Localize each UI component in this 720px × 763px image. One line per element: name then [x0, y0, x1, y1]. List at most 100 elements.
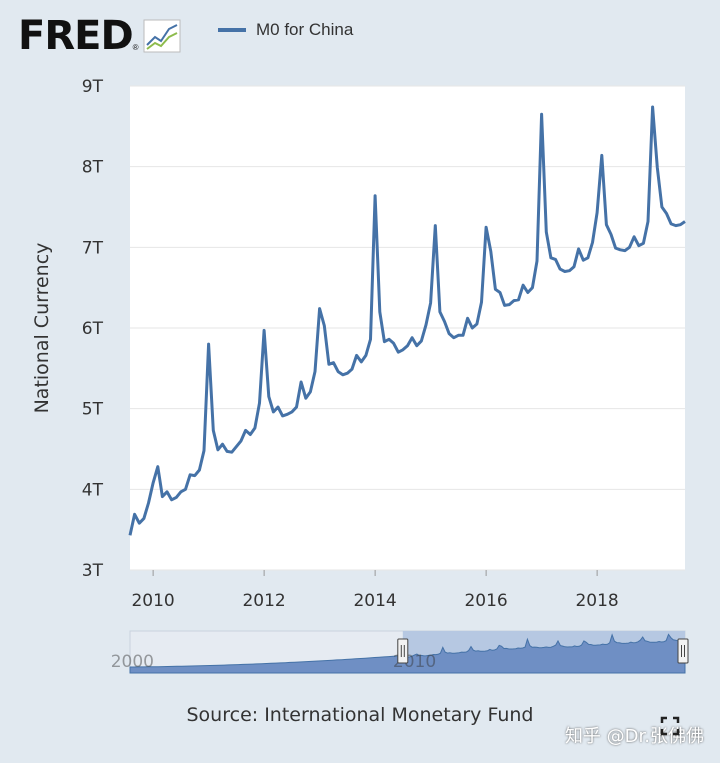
data-point [517, 298, 520, 301]
legend[interactable]: M0 for China [218, 20, 353, 40]
data-point [573, 265, 576, 268]
data-point [448, 332, 451, 335]
fred-logo-registered-mark: ® [132, 43, 139, 52]
data-point [494, 288, 497, 291]
fullscreen-icon[interactable] [660, 716, 680, 736]
data-point [216, 448, 219, 451]
data-point [327, 363, 330, 366]
data-point [605, 223, 608, 226]
data-point [563, 270, 566, 273]
navigator-ticks: 2000 2010 [111, 652, 436, 672]
data-point [351, 368, 354, 371]
data-point [438, 310, 441, 313]
data-point [637, 244, 640, 247]
data-point [411, 336, 414, 339]
data-point [138, 522, 141, 525]
data-point [651, 106, 654, 109]
data-point [619, 248, 622, 251]
series-line-m0-china[interactable] [128, 105, 686, 536]
data-point [480, 301, 483, 304]
data-point [485, 226, 488, 229]
x-tick-label: 2010 [131, 591, 174, 611]
data-point [383, 340, 386, 343]
data-point [272, 410, 275, 413]
data-point [660, 206, 663, 209]
data-point [434, 224, 437, 227]
data-point [401, 348, 404, 351]
data-point [684, 220, 687, 223]
data-point [179, 490, 182, 493]
data-point [508, 303, 511, 306]
fred-logo-chart-icon [143, 19, 181, 53]
x-axis-ticks: 2010 2012 2014 2016 2018 [131, 570, 619, 611]
y-tick-label: 6T [82, 319, 104, 339]
data-point [193, 474, 196, 477]
data-point [161, 495, 164, 498]
data-point [189, 473, 192, 476]
data-point [170, 498, 173, 501]
data-point [596, 211, 599, 214]
data-point [586, 256, 589, 259]
data-point [522, 284, 525, 287]
data-point [374, 194, 377, 197]
y-tick-label: 9T [82, 77, 104, 97]
data-point [462, 334, 465, 337]
x-tick-label: 2018 [575, 591, 618, 611]
data-point [633, 235, 636, 238]
data-point [568, 269, 571, 272]
data-point [203, 449, 206, 452]
data-point [406, 344, 409, 347]
x-tick-label: 2016 [464, 591, 507, 611]
data-point [656, 166, 659, 169]
data-point [240, 439, 243, 442]
data-point [610, 233, 613, 236]
data-point [147, 502, 150, 505]
navigator-tick-label: 2000 [111, 652, 154, 672]
data-point [512, 299, 515, 302]
data-point [267, 395, 270, 398]
data-point [475, 323, 478, 326]
data-point [554, 258, 557, 261]
y-tick-label: 7T [82, 238, 104, 258]
data-point [457, 334, 460, 337]
legend-series-swatch [218, 28, 246, 32]
data-point [300, 381, 303, 384]
data-point [499, 291, 502, 294]
data-point [545, 231, 548, 234]
data-point [425, 323, 428, 326]
data-point [466, 317, 469, 320]
x-tick-label: 2012 [242, 591, 285, 611]
y-tick-label: 5T [82, 400, 104, 420]
watermark: 知乎 @Dr.张佛佛 [564, 726, 704, 747]
data-point [309, 390, 312, 393]
y-axis-ticks: 3T 4T 5T 6T 7T 8T 9T [82, 77, 104, 581]
data-point [226, 450, 229, 453]
data-point [503, 304, 506, 307]
data-point [152, 481, 155, 484]
fred-logo[interactable]: FRED ® [18, 14, 181, 58]
data-point [628, 246, 631, 249]
navigator-handle-grip[interactable] [397, 638, 409, 664]
data-point [429, 302, 432, 305]
data-point [281, 414, 284, 417]
data-point [531, 286, 534, 289]
data-point [129, 534, 132, 537]
data-point [198, 469, 201, 472]
data-point [323, 324, 326, 327]
navigator-handle-grip[interactable] [677, 638, 689, 664]
x-tick-label: 2014 [353, 591, 396, 611]
data-point [304, 397, 307, 400]
navigator-handle-right[interactable] [677, 638, 689, 664]
y-tick-label: 4T [82, 480, 104, 500]
data-point [258, 402, 261, 405]
data-point [600, 154, 603, 157]
data-point [536, 260, 539, 263]
data-point [314, 370, 317, 373]
data-point [212, 429, 215, 432]
data-point [623, 249, 626, 252]
data-point [156, 465, 159, 468]
data-point [318, 307, 321, 310]
navigator-handle-left[interactable] [397, 638, 409, 664]
navigator[interactable]: 2000 2010 [111, 630, 689, 674]
data-point [679, 223, 682, 226]
